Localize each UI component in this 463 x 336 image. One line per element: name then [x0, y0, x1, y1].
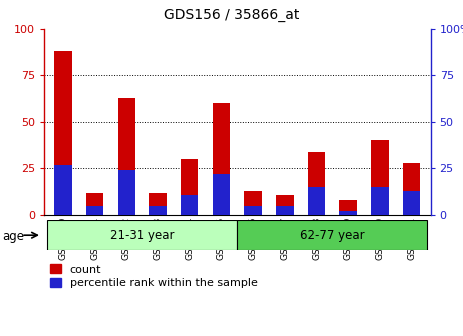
Bar: [276, 195, 294, 215]
Bar: [47, 220, 238, 250]
Bar: [54, 51, 72, 215]
Bar: [308, 187, 325, 215]
Text: GDS156 / 35866_at: GDS156 / 35866_at: [164, 8, 299, 23]
Bar: [181, 159, 199, 215]
Bar: [244, 206, 262, 215]
Bar: [371, 187, 388, 215]
Legend: count, percentile rank within the sample: count, percentile rank within the sample: [50, 264, 257, 289]
Bar: [308, 152, 325, 215]
Bar: [181, 195, 199, 215]
Bar: [150, 193, 167, 215]
Text: 21-31 year: 21-31 year: [110, 229, 175, 242]
Bar: [403, 191, 420, 215]
Bar: [213, 103, 230, 215]
Bar: [339, 200, 357, 215]
Bar: [118, 170, 135, 215]
Bar: [150, 206, 167, 215]
Text: age: age: [2, 230, 25, 243]
Bar: [244, 191, 262, 215]
Bar: [213, 174, 230, 215]
Text: 62-77 year: 62-77 year: [300, 229, 365, 242]
Bar: [86, 193, 103, 215]
Bar: [339, 211, 357, 215]
Bar: [118, 97, 135, 215]
Bar: [54, 165, 72, 215]
Bar: [238, 220, 427, 250]
Bar: [86, 206, 103, 215]
Bar: [371, 140, 388, 215]
Bar: [276, 206, 294, 215]
Bar: [403, 163, 420, 215]
